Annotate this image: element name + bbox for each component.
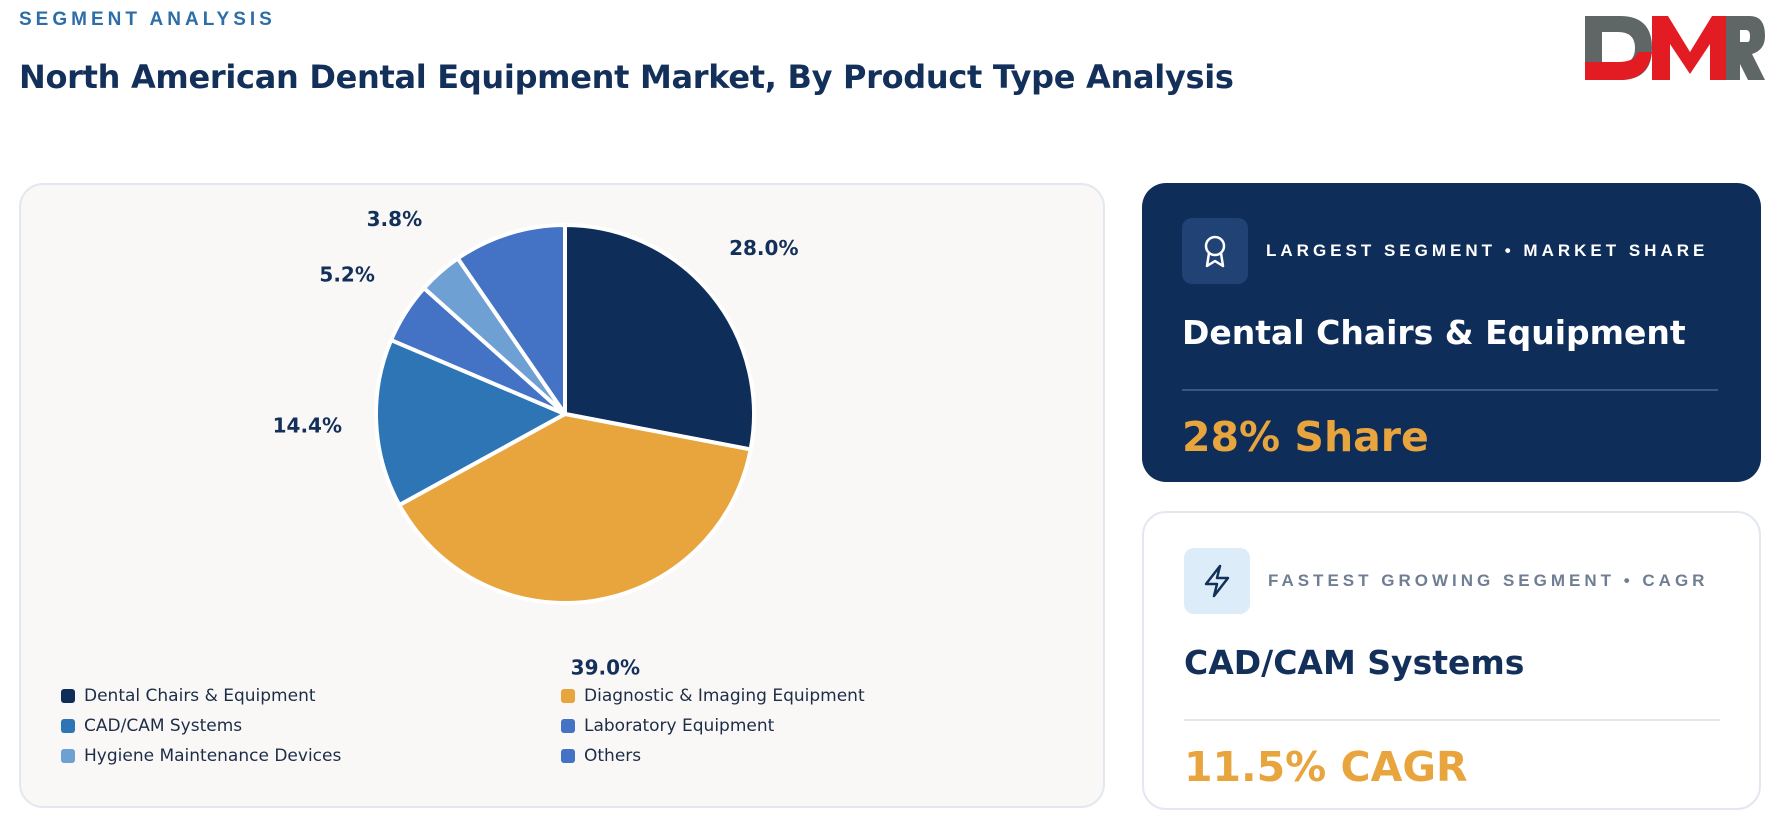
legend-label: Laboratory Equipment <box>584 715 775 736</box>
pie-slice-1[interactable] <box>397 412 753 605</box>
pie-slice-0[interactable] <box>563 223 756 452</box>
lightning-icon <box>1204 564 1230 598</box>
slice-label-2: 14.4% <box>273 413 342 437</box>
award-icon-box <box>1182 218 1248 284</box>
slice-label-1: 39.0% <box>571 655 640 679</box>
chart-card: 28.0%39.0%14.4%5.2%3.8%9.6% Dental Chair… <box>19 183 1105 808</box>
legend-swatch <box>561 748 575 763</box>
page-title: North American Dental Equipment Market, … <box>19 58 1234 96</box>
fastest-segment-eyebrow: FASTEST GROWING SEGMENT • CAGR <box>1268 571 1709 590</box>
legend-swatch <box>561 688 575 703</box>
largest-segment-eyebrow: LARGEST SEGMENT • MARKET SHARE <box>1266 241 1709 260</box>
largest-segment-metric: 28% Share <box>1182 413 1429 461</box>
legend-label: Diagnostic & Imaging Equipment <box>584 685 865 706</box>
legend-item[interactable]: Others <box>561 745 1061 766</box>
legend-item[interactable]: CAD/CAM Systems <box>61 715 561 736</box>
legend-item[interactable]: Laboratory Equipment <box>561 715 1061 736</box>
legend-label: Others <box>584 745 642 766</box>
legend-label: CAD/CAM Systems <box>84 715 243 736</box>
fastest-segment-card: FASTEST GROWING SEGMENT • CAGR CAD/CAM S… <box>1142 511 1761 810</box>
legend-label: Dental Chairs & Equipment <box>84 685 316 706</box>
legend-swatch <box>61 688 75 703</box>
dmr-logo <box>1580 8 1765 88</box>
award-icon <box>1204 235 1226 268</box>
slice-label-4: 3.8% <box>367 207 422 231</box>
legend-swatch <box>61 748 75 763</box>
divider <box>1182 389 1718 391</box>
largest-segment-name: Dental Chairs & Equipment <box>1182 313 1686 352</box>
legend-item[interactable]: Dental Chairs & Equipment <box>61 685 561 706</box>
fastest-segment-name: CAD/CAM Systems <box>1184 643 1525 682</box>
slice-label-0: 28.0% <box>729 236 798 260</box>
legend-label: Hygiene Maintenance Devices <box>84 745 342 766</box>
divider <box>1184 719 1720 721</box>
fastest-segment-metric: 11.5% CAGR <box>1184 743 1468 791</box>
pie-chart: 28.0%39.0%14.4%5.2%3.8%9.6% <box>273 207 799 679</box>
slice-label-3: 5.2% <box>319 262 374 286</box>
legend-item[interactable]: Diagnostic & Imaging Equipment <box>561 685 1061 706</box>
dmr-logo-mark <box>1585 16 1765 80</box>
pie-slice-5[interactable] <box>455 223 567 416</box>
chart-legend: Dental Chairs & Equipment Diagnostic & Im… <box>61 685 1061 766</box>
lightning-icon-box <box>1184 548 1250 614</box>
legend-swatch <box>61 718 75 733</box>
legend-swatch <box>561 718 575 733</box>
pie-slice-2[interactable] <box>374 338 567 508</box>
section-eyebrow: SEGMENT ANALYSIS <box>19 9 276 30</box>
legend-item[interactable]: Hygiene Maintenance Devices <box>61 745 561 766</box>
largest-segment-card: LARGEST SEGMENT • MARKET SHARE Dental Ch… <box>1142 183 1761 482</box>
